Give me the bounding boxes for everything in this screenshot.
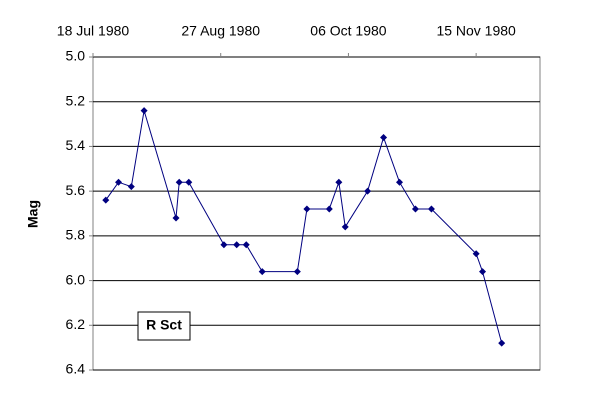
data-point [175, 178, 183, 186]
data-point [140, 107, 148, 115]
y-tick-label: 6.2 [66, 316, 86, 332]
data-point [293, 268, 301, 276]
y-tick-label: 5.8 [66, 227, 86, 243]
legend-box [137, 311, 191, 341]
legend-label: R Sct [146, 317, 182, 333]
x-tick-label: 06 Oct 1980 [310, 23, 386, 39]
data-point [479, 268, 487, 276]
y-tick-label: 5.6 [66, 182, 86, 198]
data-point [127, 183, 135, 191]
data-point [325, 205, 333, 213]
y-tick-label: 6.4 [66, 361, 86, 377]
data-point [185, 178, 193, 186]
data-point [172, 214, 180, 222]
data-point [472, 250, 480, 258]
data-point [380, 133, 388, 141]
data-point [396, 178, 404, 186]
data-point [242, 241, 250, 249]
data-point [411, 205, 419, 213]
data-point [341, 223, 349, 231]
data-point [102, 196, 110, 204]
y-tick-label: 5.0 [66, 48, 86, 64]
y-tick-label: 5.4 [66, 137, 86, 153]
data-point [233, 241, 241, 249]
data-point [364, 187, 372, 195]
data-point [335, 178, 343, 186]
data-point [258, 268, 266, 276]
x-tick-label: 18 Jul 1980 [57, 23, 130, 39]
data-point [427, 205, 435, 213]
x-tick-label: 15 Nov 1980 [436, 23, 516, 39]
x-tick-label: 27 Aug 1980 [181, 23, 260, 39]
data-point [220, 241, 228, 249]
y-tick-label: 5.2 [66, 92, 86, 108]
y-axis-label: Mag [25, 200, 41, 228]
data-point [303, 205, 311, 213]
data-point [498, 339, 506, 347]
y-tick-label: 6.0 [66, 271, 86, 287]
data-point [115, 178, 123, 186]
